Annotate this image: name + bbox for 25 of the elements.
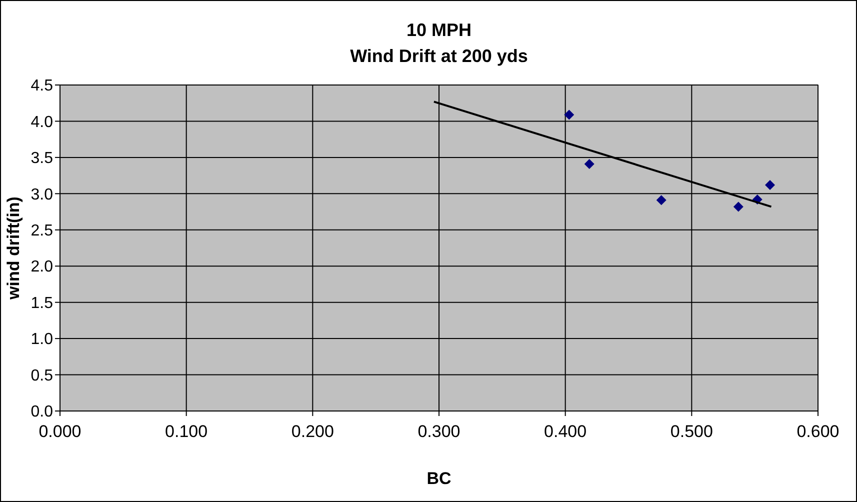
y-tick-label: 2.5 [30, 222, 54, 240]
y-tick-label: 4.5 [30, 78, 54, 95]
y-tick-label: 3.5 [30, 150, 54, 168]
y-tick-label: 2.0 [30, 258, 54, 276]
x-tick-label: 0.100 [165, 422, 208, 441]
x-tick-label: 0.000 [38, 422, 82, 441]
point [584, 158, 594, 169]
y-tick-label: 3.0 [30, 186, 54, 204]
y-axis-title: wind drift(in) [4, 196, 23, 300]
point [733, 202, 744, 212]
x-tick-label: 0.300 [418, 422, 460, 441]
point [764, 180, 775, 190]
point [564, 110, 574, 120]
x-tick-label: 0.200 [291, 422, 334, 441]
x-axis-title: BC [426, 469, 452, 488]
y-tick-label: 0.0 [30, 404, 54, 421]
y-tick-label: 1.5 [30, 294, 54, 312]
x-tick-label: 0.500 [670, 422, 713, 441]
x-tick-label: 0.600 [796, 422, 840, 441]
y-tick-label: 4.0 [30, 114, 54, 131]
x-tick-label: 0.400 [544, 422, 587, 441]
y-tick-label: 1.0 [30, 331, 54, 348]
y-tick-label: 0.5 [30, 367, 54, 384]
chart-title: 10 MPH Wind Drift at 200 yds [350, 20, 528, 66]
point [656, 195, 666, 206]
